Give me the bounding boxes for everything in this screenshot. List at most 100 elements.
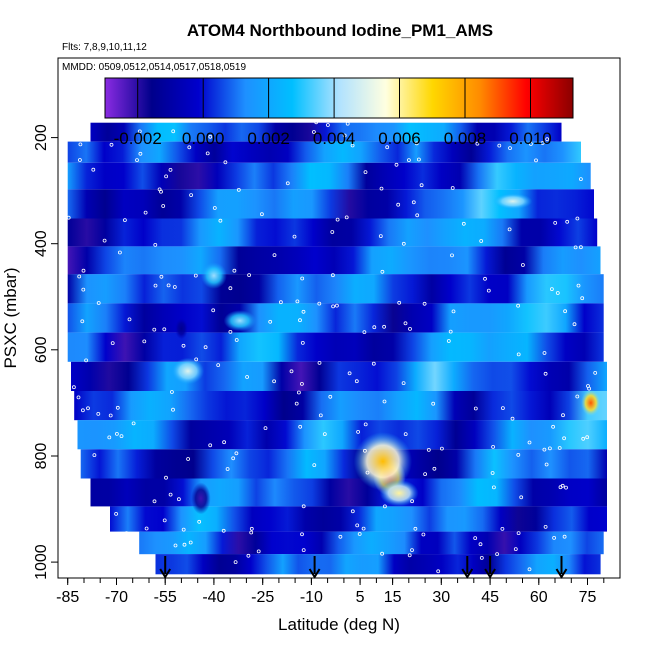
colorbar: -0.002 0.000 0.002 0.004 0.006 0.008 0.010 xyxy=(104,77,574,148)
sample-point xyxy=(408,326,412,331)
sample-point xyxy=(557,446,562,450)
sample-point xyxy=(259,212,264,217)
heatmap-layer xyxy=(74,391,607,421)
sample-point xyxy=(473,536,478,540)
sample-point xyxy=(66,215,71,220)
sample-point xyxy=(451,309,456,314)
heatmap-layer xyxy=(110,506,607,532)
sample-point xyxy=(497,143,502,148)
sample-point xyxy=(545,137,550,142)
sample-point xyxy=(115,431,119,436)
sample-point xyxy=(340,118,345,123)
sample-point xyxy=(550,287,554,292)
colorbar-tick-label: 0.002 xyxy=(247,129,290,148)
sample-point xyxy=(415,213,420,218)
sample-point xyxy=(421,532,426,537)
sample-point xyxy=(403,432,408,437)
sample-point xyxy=(205,151,210,156)
sample-point xyxy=(510,416,515,421)
sample-point xyxy=(162,518,167,523)
sample-point xyxy=(419,183,424,188)
heatmap-layer xyxy=(67,246,601,275)
sample-point xyxy=(382,504,387,509)
heatmap-layer xyxy=(77,420,607,450)
sample-point xyxy=(575,394,580,399)
sample-point xyxy=(318,413,323,418)
sample-point xyxy=(516,352,521,357)
sample-point xyxy=(142,339,147,344)
heatmap-layer xyxy=(71,361,607,391)
sample-point xyxy=(565,219,570,224)
sample-point xyxy=(76,395,81,400)
sample-point xyxy=(164,174,169,179)
sample-point xyxy=(176,497,181,502)
heatmap-hotspot xyxy=(174,318,188,340)
sample-point xyxy=(72,385,76,390)
heatmap-layer xyxy=(67,162,591,190)
chart-subtitle-flights: Flts: 7,8,9,10,11,12 xyxy=(62,42,147,53)
sample-point xyxy=(124,531,129,536)
sample-point xyxy=(330,230,335,234)
heatmap-hotspots xyxy=(171,193,601,515)
sample-point xyxy=(301,504,306,509)
sample-point xyxy=(461,221,466,226)
sample-point xyxy=(208,134,213,139)
sample-point xyxy=(194,357,199,362)
sample-point xyxy=(107,435,112,440)
sample-point xyxy=(312,463,317,468)
sample-point xyxy=(289,369,294,374)
sample-point xyxy=(231,456,236,461)
sample-point xyxy=(396,202,401,207)
sample-point xyxy=(272,253,277,258)
flight-arrow xyxy=(461,556,474,579)
sample-point xyxy=(171,407,175,412)
sample-point xyxy=(278,300,283,305)
y-tick-label: 200 xyxy=(33,124,50,151)
sample-point xyxy=(593,370,598,375)
x-tick-label: 5 xyxy=(356,589,365,606)
sample-point xyxy=(355,523,360,528)
sample-point xyxy=(551,424,555,429)
colorbar-tick-label: -0.002 xyxy=(114,129,162,148)
sample-point xyxy=(169,390,174,394)
sample-point xyxy=(372,325,377,330)
flight-arrow xyxy=(555,556,568,579)
sample-point xyxy=(491,485,496,490)
sample-point xyxy=(560,483,565,488)
sample-point xyxy=(193,273,198,278)
sample-point xyxy=(222,440,227,445)
x-tick-label: -10 xyxy=(300,589,323,606)
sample-point xyxy=(543,525,548,529)
sample-point xyxy=(256,549,261,554)
sample-point xyxy=(542,351,547,355)
sample-point xyxy=(211,308,216,313)
sample-point xyxy=(439,446,444,451)
sample-point xyxy=(436,569,441,574)
sample-point xyxy=(161,204,166,208)
sample-point xyxy=(334,303,339,308)
sample-point xyxy=(361,526,366,531)
sample-point xyxy=(414,141,419,146)
sample-point xyxy=(342,133,347,138)
sample-point xyxy=(216,363,221,368)
sample-point xyxy=(527,567,532,572)
colorbar-tick-label: 0.010 xyxy=(509,129,552,148)
sample-point xyxy=(78,158,82,162)
sample-point xyxy=(363,422,368,427)
sample-point xyxy=(168,492,173,497)
sample-point xyxy=(138,151,143,156)
sample-point xyxy=(475,141,480,146)
sample-point xyxy=(583,576,588,578)
sample-point xyxy=(314,120,319,125)
sample-point xyxy=(131,421,136,426)
sample-point xyxy=(119,434,124,439)
sample-point xyxy=(182,542,187,547)
sample-point xyxy=(299,381,304,386)
sample-point xyxy=(534,158,538,163)
sample-point xyxy=(162,327,167,332)
x-tick-label: 60 xyxy=(530,589,548,606)
sample-point xyxy=(431,401,436,406)
colorbar-tick-label: 0.006 xyxy=(378,129,421,148)
sample-point xyxy=(159,274,164,279)
